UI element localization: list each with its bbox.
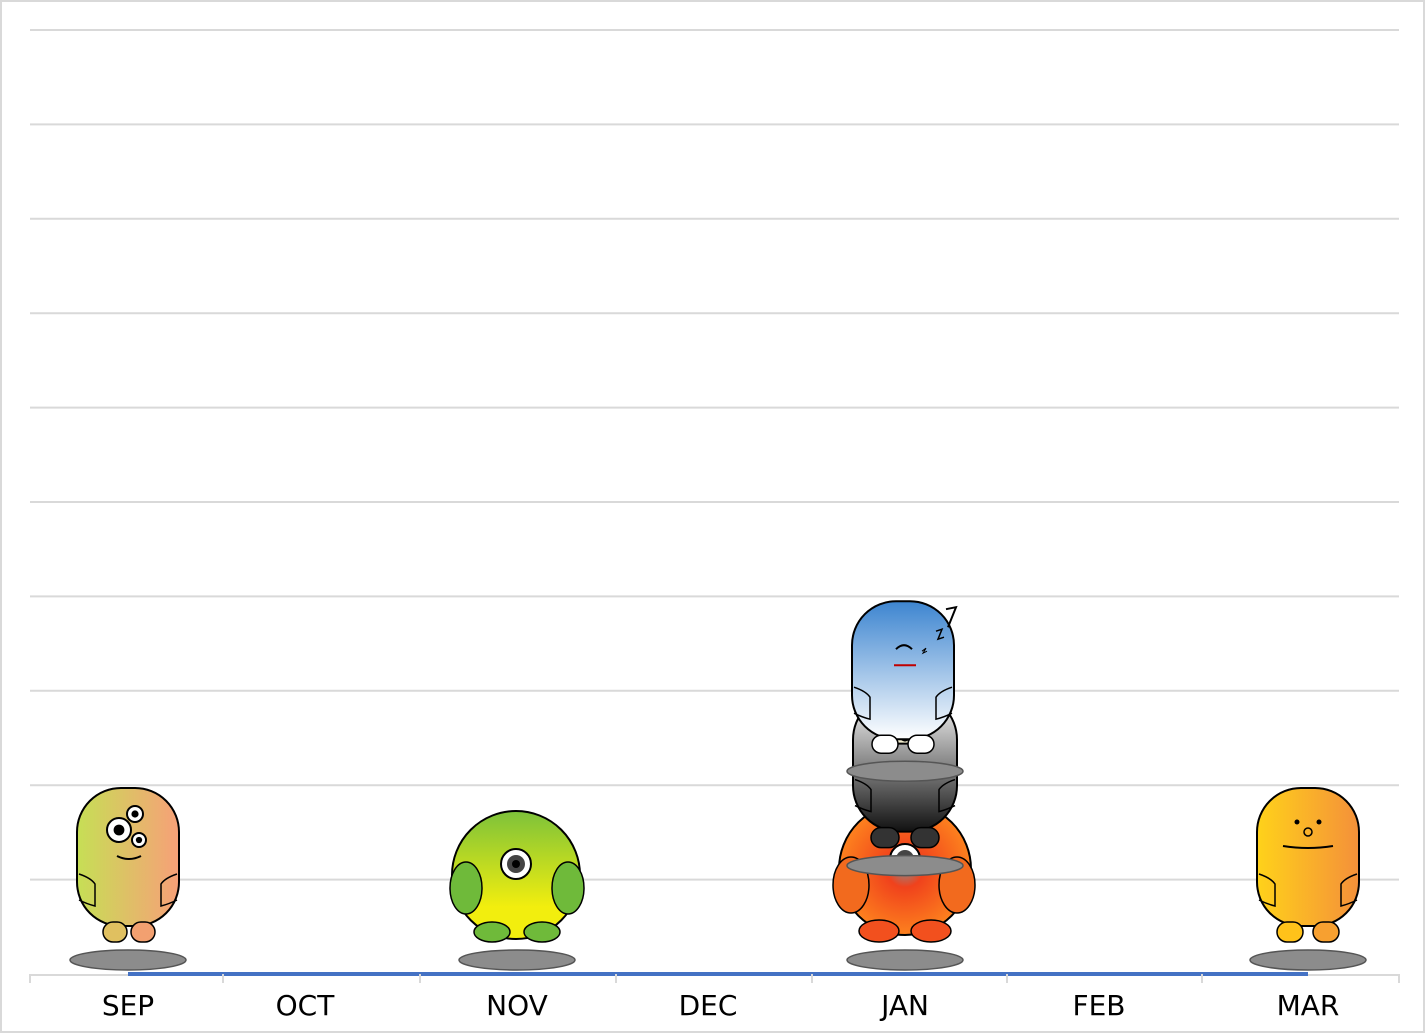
marker-shadow xyxy=(846,949,964,971)
yellow-orange-smiling-monster-icon xyxy=(1256,787,1360,943)
marker-shadow xyxy=(846,760,964,782)
data-point-jan-3 xyxy=(846,600,964,782)
green-yellow-cyclops-blob-icon xyxy=(449,810,585,943)
x-tick-label-feb: FEB xyxy=(1072,989,1125,1022)
gridlines xyxy=(30,29,1399,881)
data-point-nov-1 xyxy=(449,810,585,971)
x-tick-label-jan: JAN xyxy=(879,989,929,1022)
marker-shadow xyxy=(846,854,964,877)
x-tick-label-sep: SEP xyxy=(102,989,154,1022)
data-point-sep-1 xyxy=(69,787,187,971)
marker-shadow xyxy=(69,949,187,971)
sleeping-blue-monster-icon xyxy=(851,600,958,754)
data-point-mar-1 xyxy=(1249,787,1367,971)
data-markers xyxy=(69,600,1367,971)
x-tick-label-nov: NOV xyxy=(486,989,548,1022)
x-axis xyxy=(29,972,1400,983)
x-tick-label-mar: MAR xyxy=(1277,989,1340,1022)
x-tick-label-dec: DEC xyxy=(679,989,738,1022)
marker-shadow xyxy=(1249,949,1367,971)
x-tick-label-oct: OCT xyxy=(276,989,336,1022)
marker-shadow xyxy=(458,949,576,971)
three-eyed-green-peach-monster-icon xyxy=(76,787,180,943)
x-tick-labels: SEP OCT NOV DEC JAN FEB MAR xyxy=(102,989,1340,1022)
